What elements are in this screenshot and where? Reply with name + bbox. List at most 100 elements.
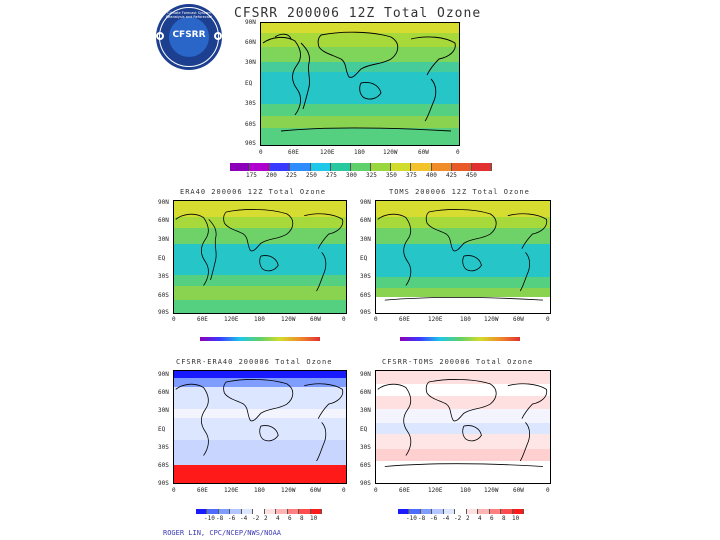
colorbar-label: 225 [286, 172, 297, 179]
colorbar-swatch [371, 163, 392, 171]
toms-lat-label: EQ [360, 255, 368, 262]
colorbar-label: 2 [466, 515, 470, 522]
colorbar-swatch [287, 509, 300, 514]
colorbar-label: 8 [502, 515, 506, 522]
era40-lat-label: 30N [158, 236, 169, 243]
logo-left-swirl-icon [156, 32, 164, 40]
main-map-panel [260, 22, 460, 146]
diff-era-lon-label: 0 [172, 487, 176, 494]
diff-era-colorbar-labels: -10 -8 -6 -4 -2 2 4 6 8 10 [196, 516, 322, 522]
main-lon-label: 120W [383, 149, 398, 156]
era40-colorbar [200, 337, 320, 341]
diff-era-lat-label: 90N [158, 371, 169, 378]
colorbar-label: 6 [288, 515, 292, 522]
colorbar-label: 10 [310, 515, 318, 522]
diff-era-lon-label: 60W [310, 487, 321, 494]
main-lon-label: 0 [456, 149, 460, 156]
diff-era-lon-label: 0 [342, 487, 346, 494]
colorbar-swatch [471, 163, 493, 171]
main-lat-label: 30N [245, 59, 256, 66]
logo-text: CFSRR [172, 30, 206, 40]
colorbar-swatch [443, 509, 456, 514]
colorbar-label: -10 [406, 515, 417, 522]
diff-era-lat-label: 60S [158, 462, 169, 469]
continent-outlines [175, 209, 344, 292]
colorbar-swatch [512, 509, 524, 514]
diff-era-title: CFSRR-ERA40 200006 Total Ozone [176, 358, 333, 366]
main-title: CFSRR 200006 12Z Total Ozone [234, 6, 482, 21]
colorbar-swatch [264, 509, 277, 514]
diff-toms-lat-label: 90S [360, 480, 371, 487]
colorbar-label: 350 [386, 172, 397, 179]
diff-toms-lon-label: 120W [484, 487, 499, 494]
colorbar-swatch [489, 509, 502, 514]
main-lon-label: 60W [418, 149, 429, 156]
toms-lon-label: 60W [513, 316, 524, 323]
era40-lat-label: 30S [158, 273, 169, 280]
main-lat-label: 30S [245, 100, 256, 107]
colorbar-swatch [409, 509, 421, 514]
toms-lat-label: 30N [360, 236, 371, 243]
diff-toms-lon-label: 180 [460, 487, 471, 494]
continent-outlines [377, 379, 548, 467]
era40-lon-label: 120E [224, 316, 239, 323]
toms-lon-label: 180 [460, 316, 471, 323]
toms-lon-label: 0 [546, 316, 550, 323]
colorbar-label: -2 [454, 515, 462, 522]
era40-lon-label: 60W [310, 316, 321, 323]
toms-lon-label: 0 [374, 316, 378, 323]
diff-toms-colorbar-labels: -10 -8 -6 -4 -2 2 4 6 8 10 [398, 516, 524, 522]
colorbar-swatch [431, 163, 452, 171]
colorbar-label: 400 [426, 172, 437, 179]
diff-era-lat-label: 30S [158, 444, 169, 451]
toms-map-panel [375, 200, 551, 314]
era40-lon-label: 0 [172, 316, 176, 323]
main-lon-label: 180 [354, 149, 365, 156]
footer-credit: ROGER LIN, CPC/NCEP/NWS/NOAA [163, 529, 282, 537]
colorbar-swatch [196, 509, 208, 514]
era40-lon-label: 120W [281, 316, 296, 323]
toms-lat-label: 90N [360, 199, 371, 206]
diff-era-lat-label: 60N [158, 389, 169, 396]
diff-toms-title: CFSRR-TOMS 200006 Total Ozone [382, 358, 534, 366]
toms-lon-label: 120E [428, 316, 443, 323]
colorbar-swatch [411, 163, 432, 171]
diff-toms-lat-label: 90N [360, 371, 371, 378]
toms-title: TOMS 200006 12Z Total Ozone [389, 188, 530, 196]
toms-colorbar [400, 337, 520, 341]
era40-lat-label: 90N [158, 199, 169, 206]
era40-lat-label: EQ [158, 255, 166, 262]
colorbar-label: 450 [466, 172, 477, 179]
era40-lon-label: 0 [342, 316, 346, 323]
diff-era-lat-label: 90S [158, 480, 169, 487]
diff-era-lat-label: 30N [158, 407, 169, 414]
era40-map-panel [173, 200, 347, 314]
era40-lat-label: 60S [158, 292, 169, 299]
colorbar-swatch [218, 509, 231, 514]
diff-toms-lon-label: 0 [546, 487, 550, 494]
toms-lat-label: 60S [360, 292, 371, 299]
colorbar-label: 300 [346, 172, 357, 179]
diff-toms-lat-label: 60N [360, 389, 371, 396]
colorbar-label: 325 [366, 172, 377, 179]
colorbar-swatch [350, 163, 372, 171]
colorbar-label: 6 [490, 515, 494, 522]
diff-era-lon-label: 180 [254, 487, 265, 494]
colorbar-label: 425 [446, 172, 457, 179]
colorbar-swatch [501, 509, 513, 514]
continent-outlines [377, 209, 548, 301]
main-lon-label: 0 [259, 149, 263, 156]
colorbar-label: -2 [252, 515, 260, 522]
toms-lon-label: 60E [399, 316, 410, 323]
colorbar-swatch [290, 163, 311, 171]
diff-toms-lat-label: 30N [360, 407, 371, 414]
diff-toms-lon-label: 0 [374, 487, 378, 494]
diff-era-colorbar [196, 509, 322, 514]
diff-era-lat-label: EQ [158, 426, 166, 433]
colorbar-label: -6 [228, 515, 236, 522]
colorbar-label: -8 [418, 515, 426, 522]
colorbar-swatch [478, 509, 490, 514]
colorbar-swatch [253, 509, 265, 514]
colorbar-label: 10 [512, 515, 520, 522]
main-lat-label: 90S [245, 140, 256, 147]
